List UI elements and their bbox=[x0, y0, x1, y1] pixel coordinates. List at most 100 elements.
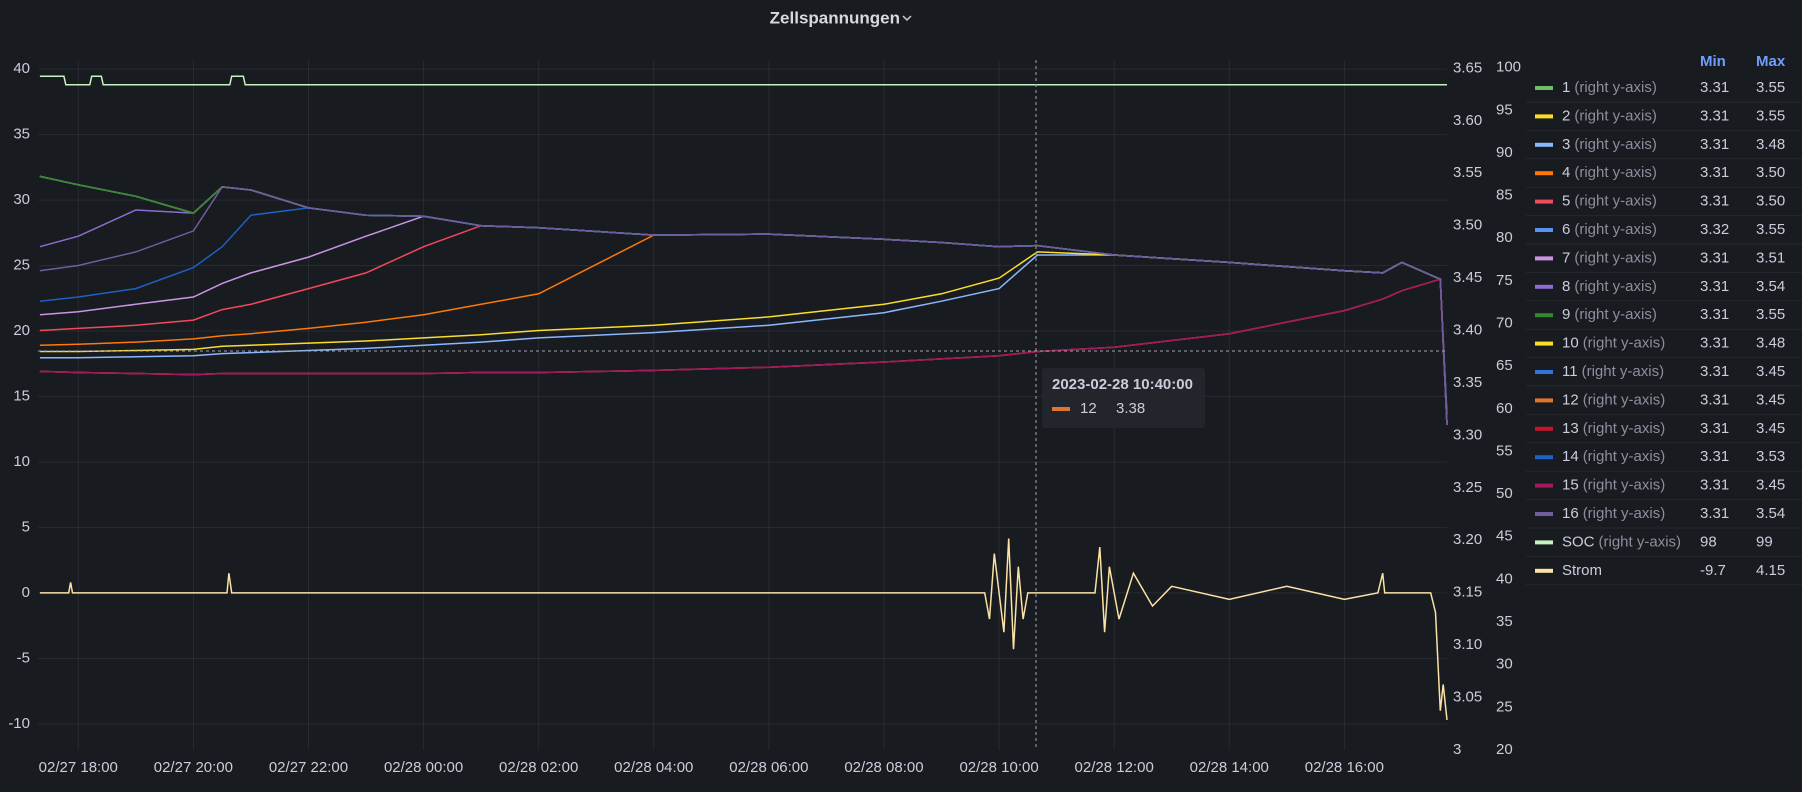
legend-name[interactable]: 4 bbox=[1562, 164, 1570, 181]
legend-name[interactable]: Strom bbox=[1562, 562, 1602, 579]
x-tick-label: 02/27 20:00 bbox=[154, 759, 233, 776]
legend-name[interactable]: 3 bbox=[1562, 136, 1570, 153]
series-line bbox=[39, 186, 1448, 425]
legend-axis-note: (right y-axis) bbox=[1574, 306, 1657, 323]
legend-label: 8 (right y-axis) bbox=[1562, 278, 1657, 295]
series-line bbox=[39, 278, 1448, 425]
legend-min: 3.31 bbox=[1700, 136, 1729, 153]
y3-tick-label: 85 bbox=[1496, 187, 1513, 204]
series-line bbox=[39, 538, 1448, 720]
legend-min: 3.32 bbox=[1700, 221, 1729, 238]
legend-axis-note: (right y-axis) bbox=[1583, 420, 1666, 437]
legend-label: 9 (right y-axis) bbox=[1562, 306, 1657, 323]
legend-max: 3.51 bbox=[1756, 249, 1785, 266]
legend-label: 2 (right y-axis) bbox=[1562, 107, 1657, 124]
legend-label: 7 (right y-axis) bbox=[1562, 249, 1657, 266]
legend-name[interactable]: 13 bbox=[1562, 420, 1579, 437]
y3-tick-label: 60 bbox=[1496, 400, 1513, 417]
y2-tick-label: 3.05 bbox=[1453, 689, 1482, 706]
legend-swatch bbox=[1535, 228, 1553, 232]
legend-swatch bbox=[1535, 398, 1553, 403]
legend-name[interactable]: SOC bbox=[1562, 533, 1595, 550]
legend-label: 11 (right y-axis) bbox=[1562, 363, 1664, 380]
y-tick-label: 10 bbox=[13, 453, 30, 470]
legend-name[interactable]: 7 bbox=[1562, 249, 1570, 266]
y3-tick-label: 65 bbox=[1496, 357, 1513, 374]
y2-tick-label: 3.30 bbox=[1453, 426, 1482, 443]
legend-name[interactable]: 15 bbox=[1562, 477, 1579, 494]
y3-tick-label: 40 bbox=[1496, 570, 1513, 587]
legend-max: 3.53 bbox=[1756, 448, 1785, 465]
legend: Min Max 1 (right y-axis) 3.31 3.552 (right y… bbox=[1526, 53, 1802, 586]
y-tick-label: 40 bbox=[13, 60, 30, 77]
y-tick-label: 5 bbox=[22, 518, 30, 535]
legend-axis-note: (right y-axis) bbox=[1574, 136, 1657, 153]
legend-label: 15 (right y-axis) bbox=[1562, 477, 1665, 494]
legend-label: 4 (right y-axis) bbox=[1562, 164, 1657, 181]
legend-min: 3.31 bbox=[1700, 391, 1729, 408]
y-tick-label: -5 bbox=[17, 649, 30, 666]
legend-axis-note: (right y-axis) bbox=[1583, 391, 1666, 408]
legend-min: 3.31 bbox=[1700, 420, 1729, 437]
legend-label: Strom bbox=[1562, 562, 1602, 579]
y3-tick-label: 50 bbox=[1496, 485, 1513, 502]
legend-name[interactable]: 6 bbox=[1562, 221, 1570, 238]
x-tick-label: 02/28 10:00 bbox=[959, 759, 1038, 776]
legend-swatch bbox=[1535, 142, 1553, 147]
legend-name[interactable]: 16 bbox=[1562, 505, 1579, 522]
legend-label: 16 (right y-axis) bbox=[1562, 505, 1665, 522]
legend-min: 3.31 bbox=[1700, 164, 1729, 181]
y3-tick-label: 75 bbox=[1496, 272, 1513, 289]
legend-max: 3.54 bbox=[1756, 505, 1785, 522]
legend-axis-note: (right y-axis) bbox=[1574, 278, 1657, 295]
legend-name[interactable]: 9 bbox=[1562, 306, 1570, 323]
legend-label: 6 (right y-axis) bbox=[1562, 221, 1657, 238]
legend-swatch bbox=[1535, 171, 1553, 176]
tooltip: 2023-02-28 10:40:00 12 3.38 bbox=[1042, 368, 1205, 428]
x-tick-label: 02/28 12:00 bbox=[1075, 759, 1154, 776]
x-tick-label: 02/28 06:00 bbox=[729, 759, 808, 776]
y3-tick-label: 70 bbox=[1496, 315, 1513, 332]
y-tick-label: 30 bbox=[13, 191, 30, 208]
legend-name[interactable]: 14 bbox=[1562, 448, 1579, 465]
legend-name[interactable]: 2 bbox=[1562, 107, 1570, 124]
tooltip-series: 12 bbox=[1080, 400, 1097, 417]
legend-min: 3.31 bbox=[1700, 249, 1729, 266]
legend-axis-note: (right y-axis) bbox=[1574, 164, 1657, 181]
legend-axis-note: (right y-axis) bbox=[1582, 363, 1665, 380]
legend-label: 14 (right y-axis) bbox=[1562, 448, 1665, 465]
legend-name[interactable]: 12 bbox=[1562, 391, 1579, 408]
y3-tick-label: 45 bbox=[1496, 528, 1513, 545]
legend-max: 3.45 bbox=[1756, 420, 1785, 437]
y3-tick-label: 25 bbox=[1496, 698, 1513, 715]
x-tick-label: 02/27 22:00 bbox=[269, 759, 348, 776]
legend-swatch bbox=[1535, 455, 1553, 460]
tooltip-swatch bbox=[1052, 407, 1070, 411]
y2-tick-label: 3.65 bbox=[1453, 59, 1482, 76]
y-tick-label: 25 bbox=[13, 257, 30, 274]
legend-name[interactable]: 11 bbox=[1562, 363, 1578, 380]
legend-axis-note: (right y-axis) bbox=[1583, 477, 1666, 494]
legend-name[interactable]: 10 bbox=[1562, 335, 1579, 352]
legend-swatch bbox=[1535, 483, 1553, 488]
legend-label: 5 (right y-axis) bbox=[1562, 193, 1657, 210]
legend-swatch bbox=[1535, 284, 1553, 289]
legend-max: 3.48 bbox=[1756, 335, 1785, 352]
legend-swatch bbox=[1535, 512, 1553, 516]
legend-min: 3.31 bbox=[1700, 335, 1729, 352]
legend-name[interactable]: 1 bbox=[1562, 79, 1570, 96]
legend-axis-note: (right y-axis) bbox=[1574, 221, 1657, 238]
legend-axis-note: (right y-axis) bbox=[1574, 107, 1657, 124]
panel-title[interactable]: Zellspannungen bbox=[770, 8, 900, 27]
y2-tick-label: 3.25 bbox=[1453, 479, 1482, 496]
legend-max: 3.55 bbox=[1756, 107, 1785, 124]
title-menu-chevron[interactable] bbox=[902, 15, 912, 22]
y3-tick-label: 80 bbox=[1496, 229, 1513, 246]
tooltip-value: 3.38 bbox=[1116, 400, 1145, 417]
legend-name[interactable]: 8 bbox=[1562, 278, 1570, 295]
x-tick-label: 02/28 14:00 bbox=[1190, 759, 1269, 776]
legend-name[interactable]: 5 bbox=[1562, 193, 1570, 210]
y2-tick-label: 3.55 bbox=[1453, 164, 1482, 181]
